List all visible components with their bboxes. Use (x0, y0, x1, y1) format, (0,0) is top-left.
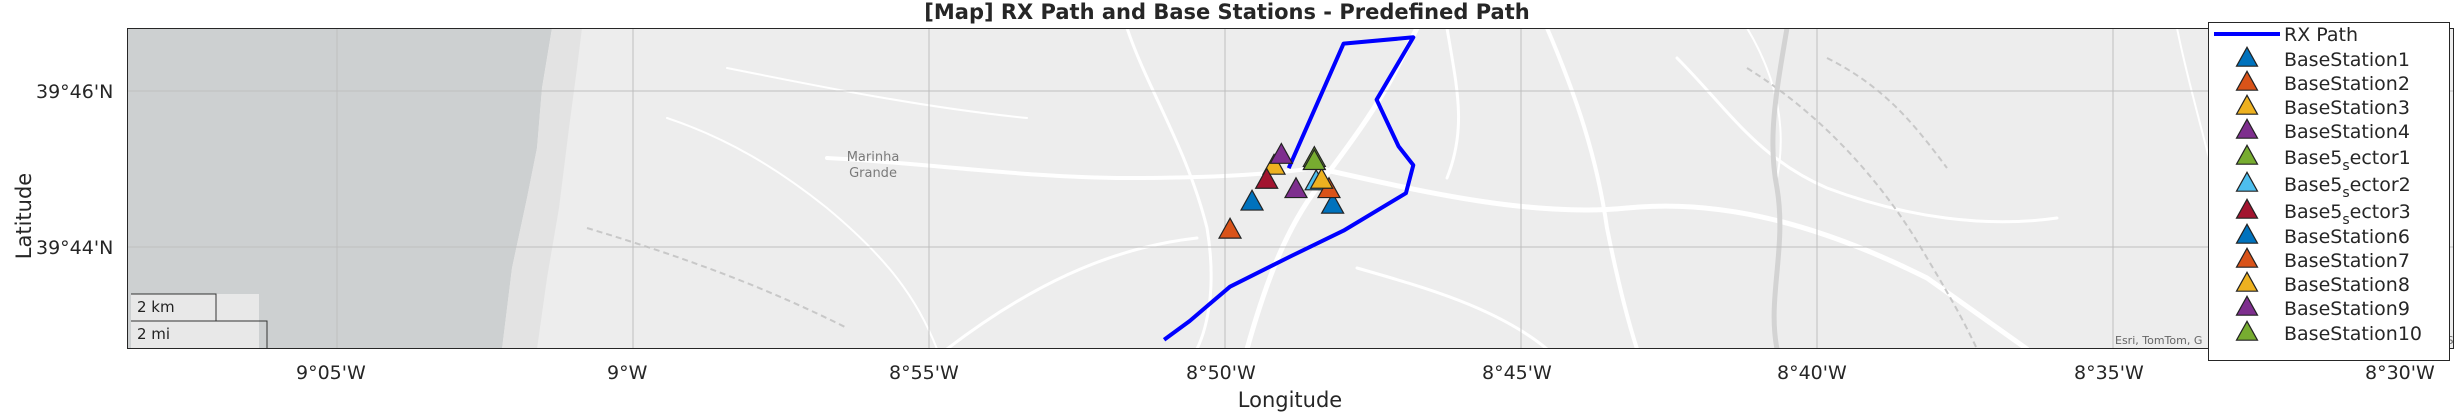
base-station-marker-basestation10[interactable] (1302, 148, 1327, 171)
map-coast-dunes (502, 28, 582, 349)
map-plot-area[interactable]: Marinha Grande rio o de uros Esri, TomTo… (127, 28, 2454, 349)
x-axis-label: Longitude (1237, 388, 1343, 412)
legend-triangle-swatch (2235, 198, 2259, 219)
base-station-marker-basestation3[interactable] (1261, 153, 1287, 175)
legend-label: BaseStation8 (2284, 274, 2410, 296)
map-sea (127, 28, 552, 349)
x-tick-label: 8°45'W (1482, 362, 1552, 384)
legend-triangle-swatch (2235, 271, 2259, 292)
x-tick-label: 8°55'W (889, 362, 959, 384)
map-boundaries (586, 57, 1978, 349)
legend-triangle-swatch (2235, 46, 2259, 67)
legend-triangle-swatch (2235, 144, 2259, 165)
y-tick-label: 39°44'N (36, 237, 114, 259)
map-scale-bar: 2 km 2 mi (131, 293, 268, 349)
base-station-marker-base5-sector3[interactable] (1254, 167, 1279, 189)
base-station-marker-basestation4[interactable] (1269, 142, 1294, 164)
y-tick-label: 39°46'N (36, 81, 114, 103)
legend-triangle-swatch (2235, 94, 2259, 115)
legend-label: BaseStation1 (2284, 49, 2410, 71)
legend[interactable]: RX PathBaseStation1BaseStation2BaseStati… (2208, 22, 2450, 362)
x-tick-label: 8°35'W (2074, 362, 2144, 384)
scale-km-label: 2 km (137, 298, 175, 316)
y-axis-label: Latitude (12, 172, 36, 260)
rx-path-line (1162, 35, 1416, 342)
legend-label: BaseStation3 (2284, 97, 2410, 119)
legend-label: BaseStation2 (2284, 73, 2410, 95)
legend-label: RX Path (2284, 24, 2358, 46)
legend-label: BaseStation10 (2284, 323, 2422, 345)
map-data-layer (1162, 35, 1416, 342)
legend-triangle-swatch (2235, 223, 2259, 244)
map-town-label: Grande (849, 166, 897, 181)
base-station-marker-basestation6[interactable] (1320, 192, 1345, 214)
x-tick-label: 8°40'W (1777, 362, 1847, 384)
legend-triangle-swatch (2235, 118, 2259, 139)
legend-triangle-swatch (2235, 70, 2259, 91)
base-station-marker-basestation1[interactable] (1240, 189, 1265, 211)
base-station-marker-basestation9[interactable] (1283, 176, 1309, 199)
x-tick-label: 8°50'W (1186, 362, 1256, 384)
legend-label: BaseStation6 (2284, 226, 2410, 248)
x-tick-label: 8°30'W (2365, 362, 2435, 384)
legend-label: BaseStation7 (2284, 250, 2410, 272)
base-station-marker-basestation8[interactable] (1309, 167, 1334, 189)
map-attribution: Esri, TomTom, G (2115, 334, 2202, 347)
legend-triangle-swatch (2235, 320, 2259, 341)
legend-triangle-swatch (2235, 295, 2259, 316)
legend-label: BaseStation4 (2284, 121, 2410, 143)
scale-mi-label: 2 mi (137, 325, 170, 343)
base-station-marker-basestation2[interactable] (1218, 217, 1243, 239)
map-town-label: Marinha (847, 150, 900, 165)
chart-title: [Map] RX Path and Base Stations - Predef… (924, 0, 1530, 24)
x-tick-label: 9°W (607, 362, 648, 384)
legend-triangle-swatch (2235, 171, 2259, 192)
legend-triangle-swatch (2235, 247, 2259, 268)
x-tick-label: 9°05'W (296, 362, 366, 384)
map-region-border (1770, 28, 1790, 349)
legend-label: BaseStation9 (2284, 298, 2410, 320)
